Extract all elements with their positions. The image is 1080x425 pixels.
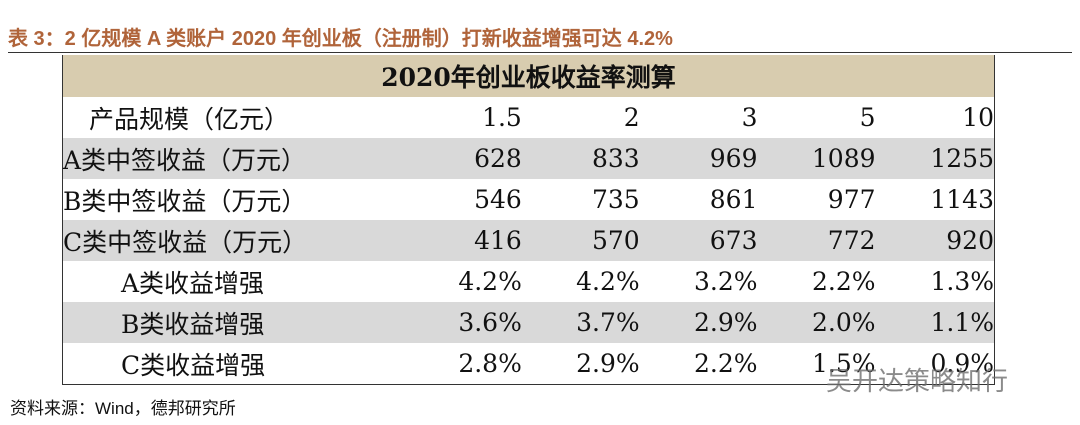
cell: 416: [404, 220, 522, 261]
row-label: C类收益增强: [121, 350, 266, 380]
table-row: C类收益增强 2.8% 2.9% 2.2% 1.5% 0.9%: [63, 343, 995, 385]
row-label: 产品规模（亿元）: [89, 104, 290, 134]
cell: 833: [521, 138, 640, 179]
row-label: B类中签收益（万元）: [63, 186, 307, 216]
table-row: A类收益增强 4.2% 4.2% 3.2% 2.2% 1.3%: [63, 261, 995, 302]
row-label: C类中签收益（万元）: [62, 220, 404, 261]
cell: 10: [962, 103, 994, 132]
table-title: 表 3：2 亿规模 A 类账户 2020 年创业板（注册制）打新收益增强可达 4…: [8, 28, 673, 50]
cell: 735: [591, 185, 640, 214]
cell: 2.8%: [458, 349, 522, 378]
row-label: A类收益增强: [121, 268, 265, 298]
cell: 2.9%: [576, 349, 640, 378]
cell: 3.2%: [693, 267, 758, 296]
cell: 3.6%: [404, 302, 522, 343]
table-row: 产品规模（亿元） 1.5 2 3 5 10: [63, 97, 995, 138]
watermark: 吴开达策略知行: [826, 366, 1009, 396]
cell: 2.0%: [757, 302, 876, 343]
cell: 772: [757, 220, 876, 261]
table-heading: 2020年创业板收益率测算: [62, 55, 995, 97]
table-row: B类中签收益（万元） 546 735 861 977 1143: [63, 179, 995, 220]
cell: 969: [639, 138, 758, 179]
cell: 546: [474, 185, 522, 214]
cell: 3.7%: [521, 302, 640, 343]
table: 2020年创业板收益率测算 产品规模（亿元） 1.5 2 3 5 10 A类中签收益（万元） 6…: [62, 55, 995, 385]
cell: 1089: [757, 138, 876, 179]
cell: 2.9%: [639, 302, 758, 343]
cell: 1.5: [482, 103, 522, 132]
cell: 1255: [875, 138, 995, 179]
cell: 5: [859, 103, 876, 132]
cell: 2.2%: [812, 267, 876, 296]
cell: 673: [639, 220, 758, 261]
cell: 920: [875, 220, 995, 261]
cell: 861: [709, 185, 758, 214]
table-row: C类中签收益（万元） 416 570 673 772 920: [62, 220, 995, 261]
table-row: B类收益增强 3.6% 3.7% 2.9% 2.0% 1.1%: [62, 302, 995, 343]
row-label: A类中签收益（万元）: [62, 138, 404, 179]
table-row: A类中签收益（万元） 628 833 969 1089 1255: [62, 138, 995, 179]
row-label: B类收益增强: [62, 302, 404, 343]
cell: 4.2%: [458, 267, 522, 296]
cell: 0.9%: [930, 349, 994, 378]
cell: 4.2%: [576, 267, 640, 296]
cell: 628: [404, 138, 522, 179]
rule: [8, 52, 1072, 53]
cell: 1.3%: [930, 267, 994, 296]
cell: 1.1%: [875, 302, 995, 343]
source: 资料来源：Wind，德邦研究所: [10, 399, 236, 418]
cell: 2.2%: [693, 349, 758, 378]
cell: 2: [623, 103, 640, 132]
cell: 1143: [930, 185, 994, 214]
cell: 570: [521, 220, 640, 261]
cell: 977: [827, 185, 876, 214]
header-row: 2020年创业板收益率测算: [62, 55, 995, 97]
cell: 3: [741, 103, 758, 132]
cell: 1.5%: [812, 349, 876, 378]
